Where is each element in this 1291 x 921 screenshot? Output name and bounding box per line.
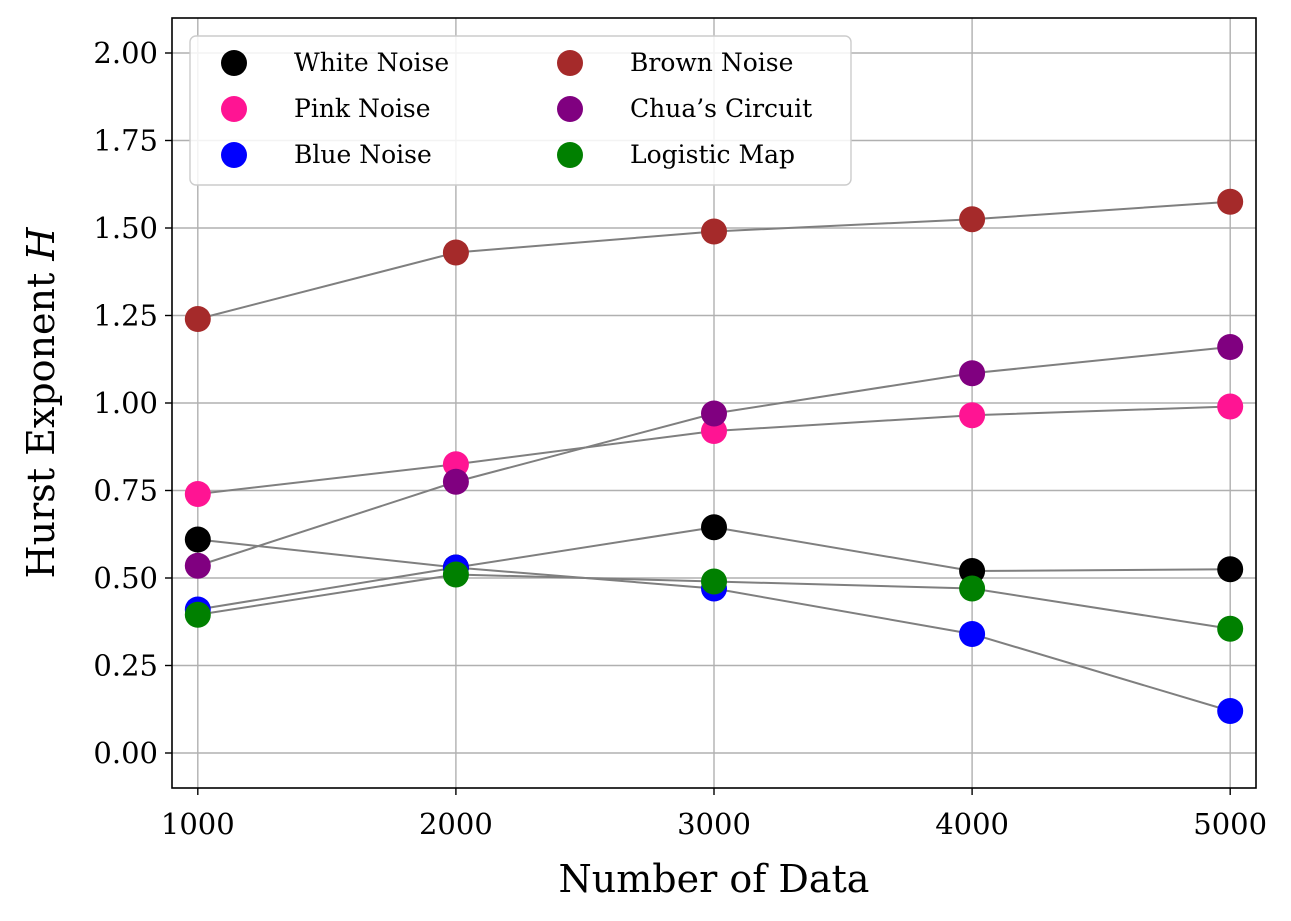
y-tick-label: 1.75 (93, 124, 158, 158)
legend-box (189, 35, 852, 186)
data-point (701, 218, 727, 245)
data-point (959, 360, 986, 387)
data-point (1217, 698, 1244, 724)
data-point (959, 206, 986, 233)
legend-marker (221, 142, 247, 168)
y-tick-label: 2.00 (93, 36, 158, 70)
legend-label: Logistic Map (630, 140, 795, 169)
x-tick-label: 2000 (419, 807, 493, 841)
y-axis-label-text: Hurst Exponent (19, 261, 63, 579)
data-point (184, 601, 211, 628)
legend-marker (221, 50, 247, 76)
legend-label: Brown Noise (630, 48, 793, 77)
data-point (959, 575, 986, 602)
data-point (1217, 334, 1244, 360)
legend-label: Pink Noise (294, 94, 431, 123)
y-tick-label: 0.50 (93, 561, 158, 595)
data-point (184, 481, 211, 507)
legend-marker (557, 50, 583, 76)
data-point (184, 526, 211, 553)
legend-marker (557, 96, 583, 122)
y-axis-label-symbol: H (19, 227, 63, 262)
data-point (959, 402, 986, 429)
data-point (701, 514, 727, 541)
legend: White Noise Pink Noise Blue Noise Brown Noi… (189, 35, 852, 186)
x-axis-label: Number of Data (559, 857, 870, 901)
y-tick-label: 0.00 (93, 736, 158, 770)
y-tick-label: 1.00 (93, 386, 158, 420)
y-tick-label: 1.50 (93, 211, 158, 245)
y-tick-label: 0.25 (93, 649, 158, 683)
x-tick-label: 3000 (677, 807, 751, 841)
y-tick-label: 1.25 (93, 299, 158, 333)
legend-label: Blue Noise (294, 140, 432, 169)
y-axis-label: Hurst Exponent H (19, 227, 63, 579)
x-tick-label: 1000 (161, 807, 235, 841)
legend-marker (557, 142, 583, 168)
data-point (184, 552, 211, 579)
legend-label: Chua’s Circuit (630, 94, 812, 123)
data-point (442, 561, 469, 588)
data-point (1217, 188, 1244, 215)
legend-label: White Noise (294, 48, 449, 77)
x-tick-label: 4000 (935, 807, 1009, 841)
axis-ticks: 1000 2000 3000 4000 5000 0.00 0.25 0.50 0.75 1.00… (93, 36, 1267, 841)
data-point (959, 621, 986, 647)
data-points (184, 188, 1244, 724)
data-point (442, 239, 469, 266)
data-point (701, 400, 727, 427)
data-point (1217, 615, 1244, 642)
legend-marker (221, 96, 247, 122)
data-point (184, 306, 211, 332)
x-tick-label: 5000 (1193, 807, 1267, 841)
data-point (442, 468, 469, 495)
y-tick-label: 0.75 (93, 474, 158, 508)
data-point (701, 568, 727, 595)
data-point (1217, 556, 1244, 583)
data-point (1217, 393, 1244, 420)
